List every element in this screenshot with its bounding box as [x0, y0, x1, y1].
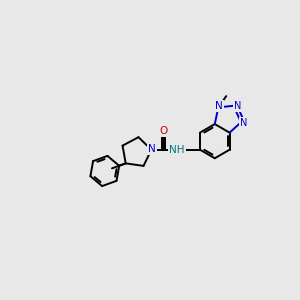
Text: N: N — [240, 118, 248, 128]
Text: N: N — [234, 101, 242, 111]
Text: NH: NH — [169, 145, 184, 155]
Text: N: N — [215, 101, 223, 111]
Text: O: O — [159, 126, 168, 136]
Text: N: N — [148, 144, 156, 154]
